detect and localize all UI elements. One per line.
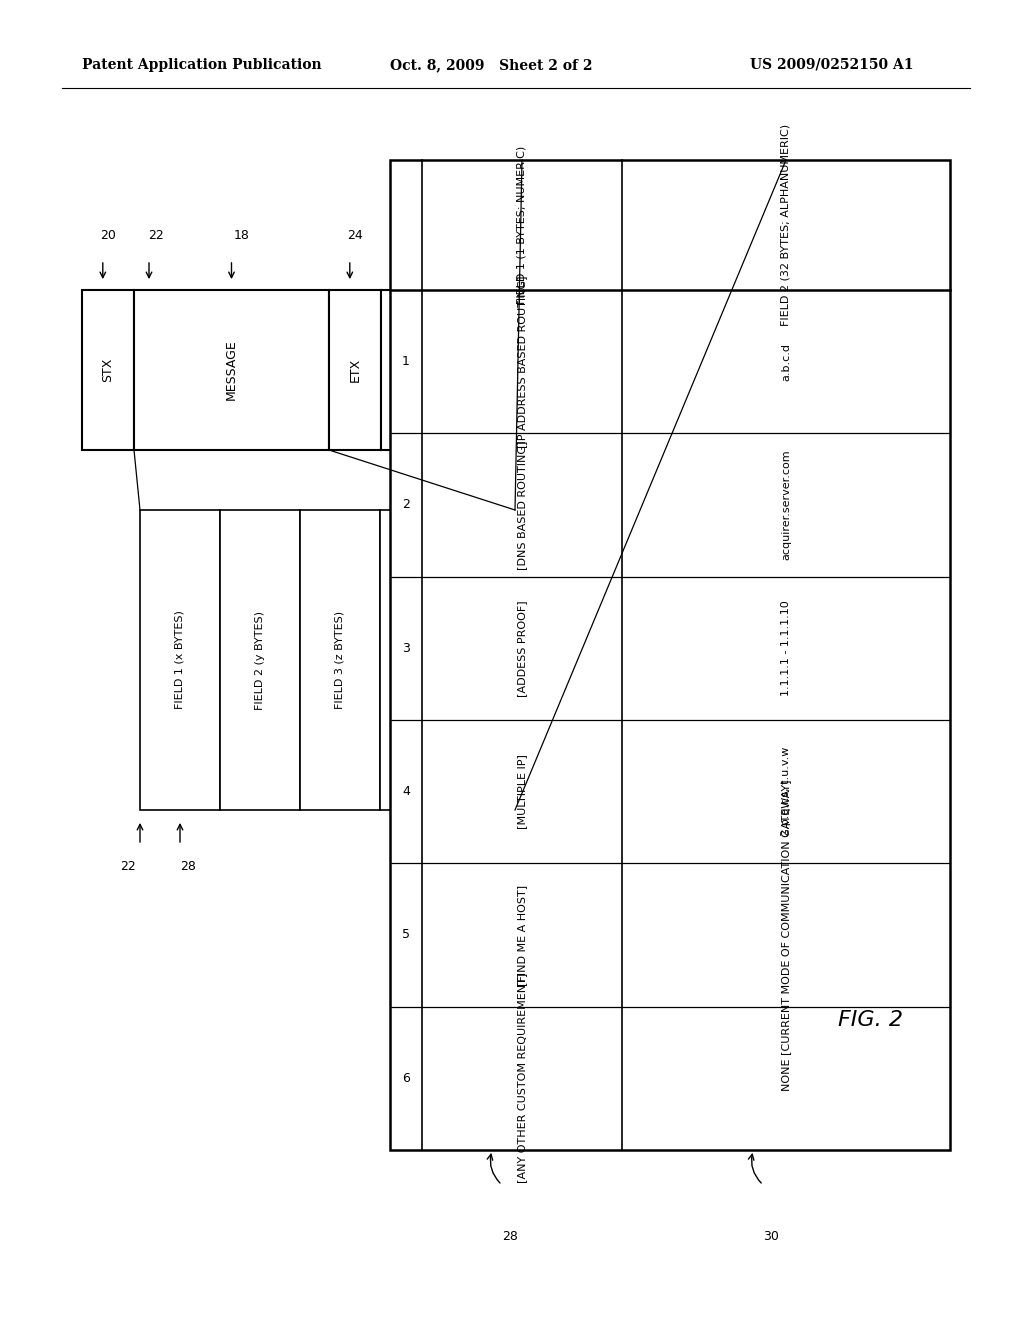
- Text: LRC: LRC: [400, 358, 414, 381]
- Text: 22: 22: [148, 228, 164, 242]
- Bar: [82, 290, 134, 450]
- Text: [FIND ME A HOST]: [FIND ME A HOST]: [517, 884, 527, 986]
- Text: ...: ...: [400, 652, 415, 668]
- Text: 1: 1: [402, 355, 410, 368]
- Text: [ADDESS PROOF]: [ADDESS PROOF]: [517, 601, 527, 697]
- Text: 1.1.1.1 - 1.1.1.10: 1.1.1.1 - 1.1.1.10: [781, 601, 791, 696]
- Text: FIELD 1 (1 BYTES; NUMERIC): FIELD 1 (1 BYTES; NUMERIC): [517, 147, 527, 304]
- Text: FIELD 2 (y BYTES): FIELD 2 (y BYTES): [255, 610, 265, 710]
- Text: Patent Application Publication: Patent Application Publication: [82, 58, 322, 73]
- Text: FIG. 2: FIG. 2: [838, 1010, 902, 1030]
- Text: [ANY OTHER CUSTOM REQUIREMENT]: [ANY OTHER CUSTOM REQUIREMENT]: [517, 973, 527, 1184]
- Text: FIELD 3 (z BYTES): FIELD 3 (z BYTES): [335, 611, 345, 709]
- Bar: [134, 290, 329, 450]
- Text: [MULTIPLE IP]: [MULTIPLE IP]: [517, 754, 527, 829]
- Text: 20: 20: [100, 228, 116, 242]
- Text: 2: 2: [402, 499, 410, 511]
- Bar: [381, 290, 433, 450]
- Text: FIELD 2 (32 BYTES; ALPHANUMERIC): FIELD 2 (32 BYTES; ALPHANUMERIC): [781, 124, 791, 326]
- Bar: [140, 510, 220, 810]
- Text: ETX: ETX: [348, 358, 361, 381]
- Text: [DNS BASED ROUTING]: [DNS BASED ROUTING]: [517, 441, 527, 570]
- Text: 4: 4: [402, 785, 410, 799]
- Text: Oct. 8, 2009   Sheet 2 of 2: Oct. 8, 2009 Sheet 2 of 2: [390, 58, 593, 73]
- Text: 6: 6: [402, 1072, 410, 1085]
- Bar: [220, 510, 300, 810]
- Text: NONE [CURRENT MODE OF COMMUNICATION GATEWAY]: NONE [CURRENT MODE OF COMMUNICATION GATE…: [781, 779, 791, 1090]
- Text: acquirer.server.com: acquirer.server.com: [781, 450, 791, 560]
- Text: 24: 24: [347, 228, 362, 242]
- Text: 22: 22: [120, 861, 136, 873]
- Text: 28: 28: [180, 861, 196, 873]
- Text: 2.p.q.r.s, t.u.v.w: 2.p.q.r.s, t.u.v.w: [781, 747, 791, 837]
- Bar: [390, 160, 950, 1150]
- Text: 26: 26: [399, 228, 415, 242]
- Text: 28: 28: [502, 1230, 518, 1243]
- Bar: [329, 290, 381, 450]
- Text: STX: STX: [101, 358, 115, 383]
- Bar: [435, 510, 515, 810]
- Text: 18: 18: [233, 228, 249, 242]
- Text: US 2009/0252150 A1: US 2009/0252150 A1: [750, 58, 913, 73]
- Text: MESSAGE: MESSAGE: [225, 339, 238, 400]
- Text: 3: 3: [402, 642, 410, 655]
- Text: 5: 5: [402, 928, 410, 941]
- Text: 30: 30: [763, 1230, 779, 1243]
- Text: FIELD 1 (x BYTES): FIELD 1 (x BYTES): [175, 611, 185, 709]
- Text: a.b.c.d: a.b.c.d: [781, 343, 791, 380]
- Text: FILED N (n BYTES): FILED N (n BYTES): [470, 610, 480, 710]
- Bar: [380, 510, 435, 810]
- Bar: [300, 510, 380, 810]
- Text: [IP ADDRESS BASED ROUTING]: [IP ADDRESS BASED ROUTING]: [517, 276, 527, 447]
